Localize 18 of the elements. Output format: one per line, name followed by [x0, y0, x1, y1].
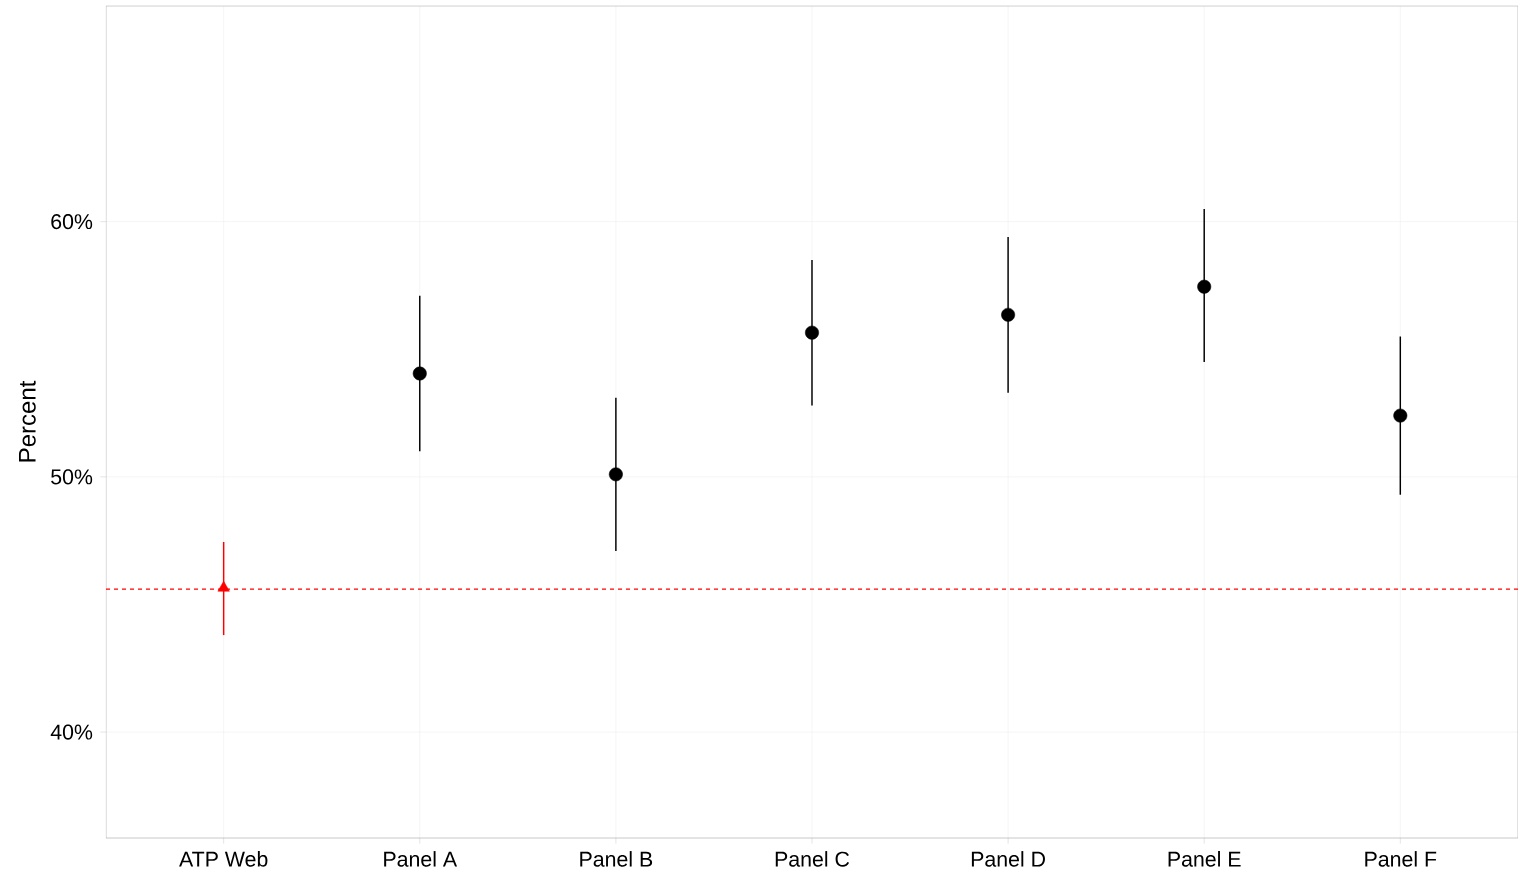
- x-tick-label: Panel F: [1365, 851, 1437, 867]
- x-tick-label: Panel E: [1168, 851, 1241, 867]
- y-axis-title: Percent: [18, 380, 36, 462]
- x-tick-label: ATP Web: [179, 851, 268, 867]
- x-tick-label: Panel C: [775, 851, 850, 867]
- point: [217, 580, 230, 592]
- point: [1001, 307, 1016, 322]
- point: [1197, 279, 1212, 294]
- x-tick-label: Panel D: [971, 851, 1045, 867]
- y-tick-label: 40%: [50, 724, 93, 740]
- y-tick-label: 50%: [51, 469, 93, 485]
- point: [1393, 408, 1408, 423]
- x-tick-label: Panel A: [384, 851, 458, 867]
- point: [608, 467, 623, 482]
- x-tick-label: Panel B: [580, 851, 653, 867]
- point: [412, 366, 427, 381]
- y-tick-label: 60%: [51, 214, 93, 230]
- point: [805, 325, 819, 340]
